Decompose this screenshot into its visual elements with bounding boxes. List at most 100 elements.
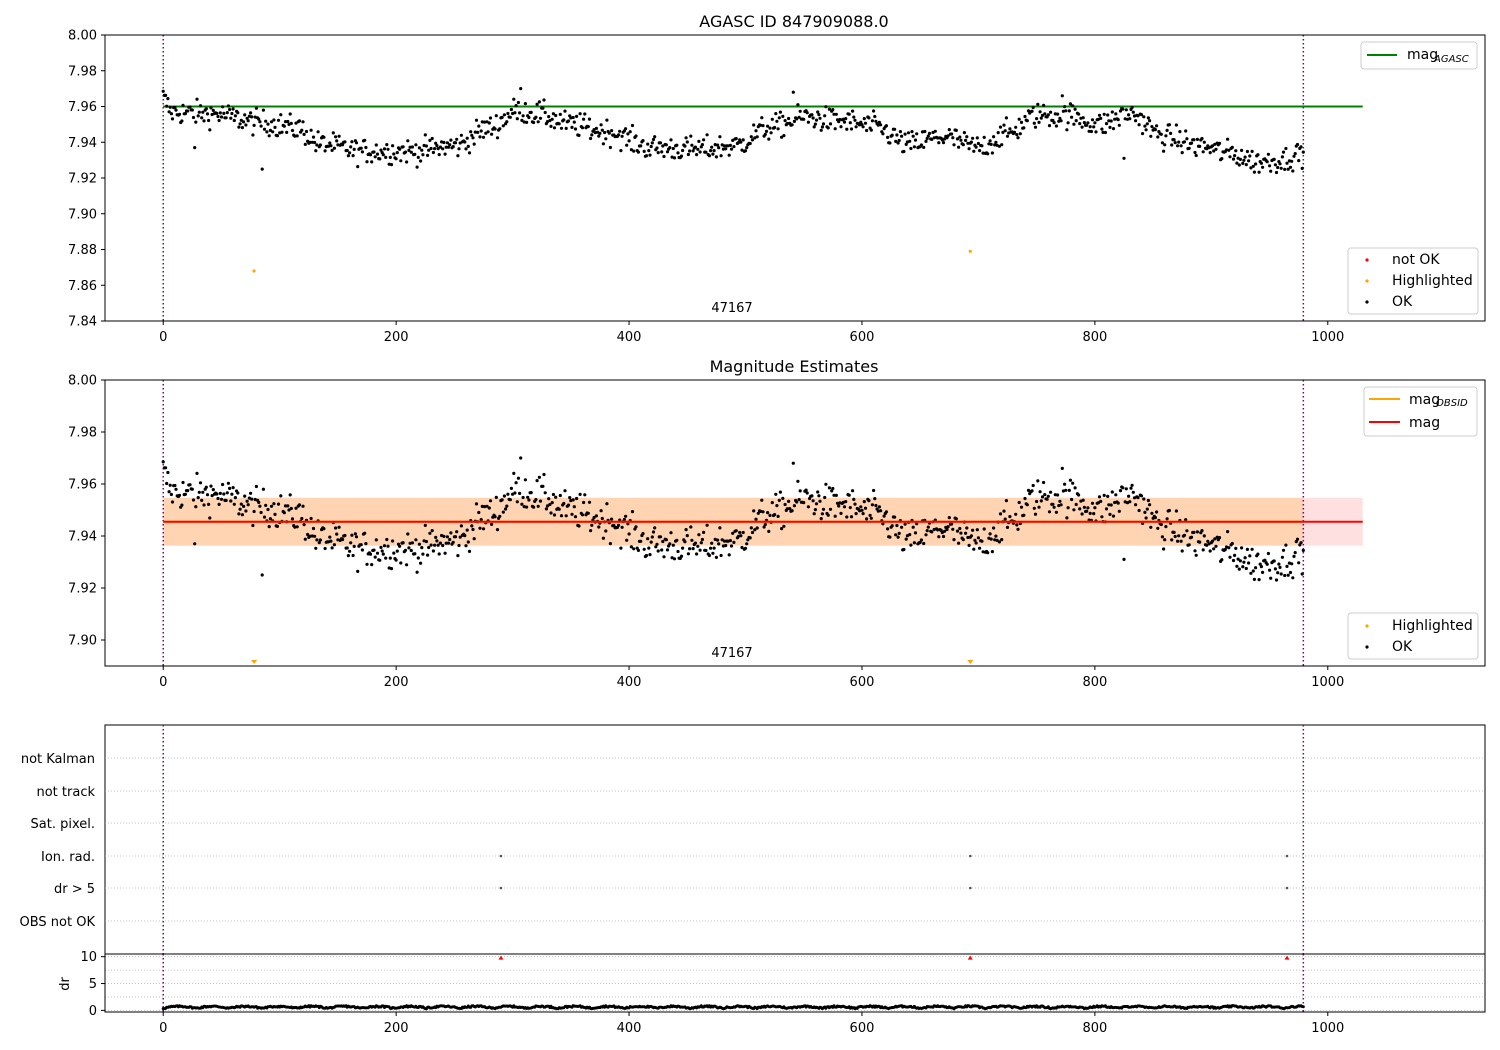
agasc-ok-point xyxy=(780,135,784,139)
mag-ok-point xyxy=(1276,571,1280,575)
mag-ok-point xyxy=(449,531,453,535)
agasc-ok-point xyxy=(1005,134,1010,138)
mag-ok-point xyxy=(756,511,760,515)
agasc-ok-point xyxy=(812,125,816,129)
mag-ok-point xyxy=(952,538,956,542)
mag-ok-point xyxy=(828,507,833,511)
mag-ok-point xyxy=(755,526,759,530)
mag-ok-point xyxy=(1213,537,1217,541)
mag-ok-point xyxy=(806,505,811,509)
mag-ok-point xyxy=(818,499,822,503)
mag-ok-point xyxy=(416,556,420,560)
agasc-ok-point xyxy=(1201,150,1205,154)
mag-ok-point xyxy=(559,514,564,518)
agasc-ok-point xyxy=(947,128,951,132)
mag-ok-point xyxy=(211,488,215,492)
mag-ok-point xyxy=(1061,489,1065,493)
mag-ok-point xyxy=(237,512,241,516)
agasc-ok-point xyxy=(696,147,700,151)
agasc-ok-point xyxy=(550,117,554,121)
mag-estimates-panel-title: Magnitude Estimates xyxy=(710,357,879,376)
mag-ok-point xyxy=(1016,527,1020,531)
agasc-ok-point xyxy=(1156,135,1160,139)
agasc-ok-point xyxy=(500,115,504,119)
mag-offscale-marker-1 xyxy=(967,660,974,664)
agasc-ok-point xyxy=(1086,121,1090,125)
agasc-ok-point xyxy=(624,127,628,131)
mag-ok-point xyxy=(716,538,720,542)
mag-ok-point xyxy=(1059,503,1063,507)
agasc-ok-point xyxy=(675,143,679,147)
agasc-ok-point xyxy=(811,116,815,120)
agasc-ok-point xyxy=(727,153,731,157)
mag-obsid-legend-label: mag xyxy=(1409,392,1440,408)
agasc-ok-point xyxy=(1174,123,1178,127)
mag-ok-point xyxy=(217,502,221,506)
mag-ok-point xyxy=(738,530,742,535)
mag-ok-point xyxy=(388,556,392,560)
mag-ok-point xyxy=(761,510,765,514)
agasc-ok-point xyxy=(449,138,453,142)
agasc-ytick-label-6: 7.96 xyxy=(68,100,97,115)
mag-ok-point xyxy=(259,510,263,515)
agasc-legend-notok-label: not OK xyxy=(1392,252,1440,268)
mag-ok-point xyxy=(642,547,646,551)
agasc-ok-point xyxy=(719,154,723,158)
agasc-ok-point xyxy=(409,150,413,154)
mag-ok-point xyxy=(1182,533,1187,537)
mag-ok-point xyxy=(1074,502,1078,507)
mag-ok-point xyxy=(1111,514,1116,518)
mag-ok-point xyxy=(350,533,354,537)
mag-ok-point xyxy=(181,480,185,485)
mag-ok-point xyxy=(457,543,461,548)
agasc-ok-point xyxy=(753,136,757,140)
mag-ok-point xyxy=(1086,506,1090,510)
agasc-ok-point xyxy=(900,134,904,138)
agasc-ok-point xyxy=(436,147,440,151)
mag-ok-point xyxy=(222,492,226,496)
mag-ok-point xyxy=(436,543,440,547)
agasc-ok-point xyxy=(690,143,694,147)
dr-xtick-label-2: 400 xyxy=(617,1021,642,1036)
agasc-ok-point xyxy=(589,136,593,141)
mag-ok-point xyxy=(1249,571,1253,575)
mag-ok-point xyxy=(849,515,854,519)
agasc-ok-point xyxy=(392,152,396,156)
mag-ok-point xyxy=(1256,552,1260,556)
mag-ok-point xyxy=(760,498,764,502)
mag-ok-point xyxy=(258,504,262,508)
mag-ok-point xyxy=(714,555,719,560)
agasc-ok-point xyxy=(513,111,517,115)
agasc-ok-point xyxy=(161,89,165,93)
agasc-ok-point xyxy=(1130,105,1134,109)
agasc-ok-point xyxy=(919,143,924,147)
agasc-ok-point xyxy=(1254,162,1258,166)
mag-ok-point xyxy=(538,499,543,503)
agasc-ok-point xyxy=(354,141,359,145)
agasc-ok-point xyxy=(1281,150,1286,154)
mag-ok-point xyxy=(1085,509,1089,513)
mag-ok-point xyxy=(1286,573,1290,577)
mag-ok-point xyxy=(1184,518,1188,522)
agasc-ok-point xyxy=(1002,123,1006,127)
mag-ok-point xyxy=(861,511,865,516)
agasc-ok-point xyxy=(512,97,516,101)
agasc-ok-point xyxy=(1087,129,1091,133)
agasc-plot-area xyxy=(161,35,1363,321)
agasc-ok-point xyxy=(1257,170,1261,174)
agasc-ok-point xyxy=(1200,136,1204,141)
mag-ok-point xyxy=(352,544,356,549)
agasc-ok-point xyxy=(937,141,941,145)
mag-ok-point xyxy=(527,498,531,502)
agasc-ok-point xyxy=(704,150,708,154)
mag-ok-point xyxy=(1130,483,1134,487)
agasc-ok-point xyxy=(423,133,427,137)
agasc-ok-point xyxy=(573,127,578,131)
agasc-ok-point xyxy=(700,143,705,147)
dr-x-ticks: 0 200 400 600 800 1000 xyxy=(159,1012,1344,1036)
mag-ok-point xyxy=(398,544,402,548)
mag-estimates-marker-legend-box xyxy=(1347,612,1479,660)
mag-ok-point xyxy=(1106,494,1110,498)
mag-ok-point xyxy=(1045,497,1049,501)
mag-ok-point xyxy=(902,547,906,552)
